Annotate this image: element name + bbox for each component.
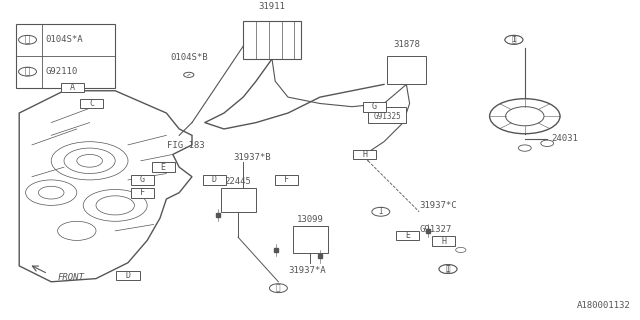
- Circle shape: [505, 35, 523, 44]
- Text: H: H: [362, 150, 367, 159]
- Circle shape: [184, 72, 194, 77]
- Text: FRONT: FRONT: [58, 273, 84, 282]
- FancyBboxPatch shape: [16, 24, 115, 88]
- Text: 13099: 13099: [297, 215, 324, 225]
- FancyBboxPatch shape: [363, 102, 386, 112]
- FancyBboxPatch shape: [275, 175, 298, 185]
- FancyBboxPatch shape: [368, 107, 406, 123]
- Circle shape: [439, 265, 457, 274]
- FancyBboxPatch shape: [353, 149, 376, 159]
- Text: F: F: [284, 175, 289, 184]
- Text: ①: ①: [511, 35, 516, 44]
- Text: G91325: G91325: [373, 112, 401, 121]
- Text: D: D: [125, 271, 131, 280]
- Circle shape: [506, 107, 544, 126]
- FancyBboxPatch shape: [80, 99, 103, 108]
- FancyBboxPatch shape: [293, 226, 328, 253]
- Circle shape: [456, 247, 466, 252]
- FancyBboxPatch shape: [131, 188, 154, 197]
- Text: 31937*A: 31937*A: [289, 267, 326, 276]
- Text: ②: ②: [25, 67, 30, 76]
- Text: I: I: [445, 265, 451, 274]
- Text: I: I: [378, 207, 383, 216]
- Circle shape: [372, 207, 390, 216]
- Text: I: I: [511, 35, 516, 44]
- Text: 31911: 31911: [259, 2, 285, 11]
- Text: G: G: [140, 175, 145, 184]
- FancyBboxPatch shape: [243, 21, 301, 59]
- Text: G: G: [372, 102, 377, 111]
- Text: FIG.183: FIG.183: [167, 141, 204, 150]
- Text: 31878: 31878: [393, 40, 420, 49]
- Circle shape: [439, 265, 457, 274]
- Circle shape: [19, 67, 36, 76]
- Circle shape: [505, 35, 523, 44]
- Text: 24031: 24031: [552, 134, 579, 143]
- Circle shape: [518, 145, 531, 151]
- Text: D: D: [212, 175, 217, 184]
- Text: 0104S*B: 0104S*B: [170, 53, 207, 62]
- Text: ①: ①: [445, 265, 451, 274]
- FancyBboxPatch shape: [131, 175, 154, 185]
- Text: H: H: [441, 236, 446, 245]
- FancyBboxPatch shape: [396, 231, 419, 241]
- FancyBboxPatch shape: [116, 270, 140, 280]
- Text: F: F: [140, 188, 145, 197]
- FancyBboxPatch shape: [432, 236, 455, 246]
- Text: E: E: [161, 163, 166, 172]
- Text: G92110: G92110: [45, 67, 77, 76]
- Text: ①: ①: [276, 284, 281, 293]
- FancyBboxPatch shape: [203, 175, 226, 185]
- FancyBboxPatch shape: [221, 188, 256, 212]
- Circle shape: [541, 140, 554, 147]
- Text: 0104S*A: 0104S*A: [45, 35, 83, 44]
- Circle shape: [443, 241, 453, 246]
- Circle shape: [19, 35, 36, 44]
- Text: A180001132: A180001132: [577, 301, 630, 310]
- Text: G91327: G91327: [419, 225, 451, 234]
- FancyBboxPatch shape: [387, 56, 426, 84]
- Text: C: C: [89, 99, 94, 108]
- Circle shape: [269, 284, 287, 292]
- Text: A: A: [70, 83, 75, 92]
- Text: 31937*C: 31937*C: [419, 201, 457, 210]
- FancyBboxPatch shape: [152, 162, 175, 172]
- Text: 31937*B: 31937*B: [234, 153, 271, 162]
- FancyBboxPatch shape: [61, 83, 84, 92]
- Text: E: E: [405, 231, 410, 240]
- Text: ①: ①: [25, 35, 30, 44]
- Circle shape: [490, 99, 560, 134]
- Polygon shape: [19, 91, 192, 282]
- Text: 22445: 22445: [225, 177, 252, 186]
